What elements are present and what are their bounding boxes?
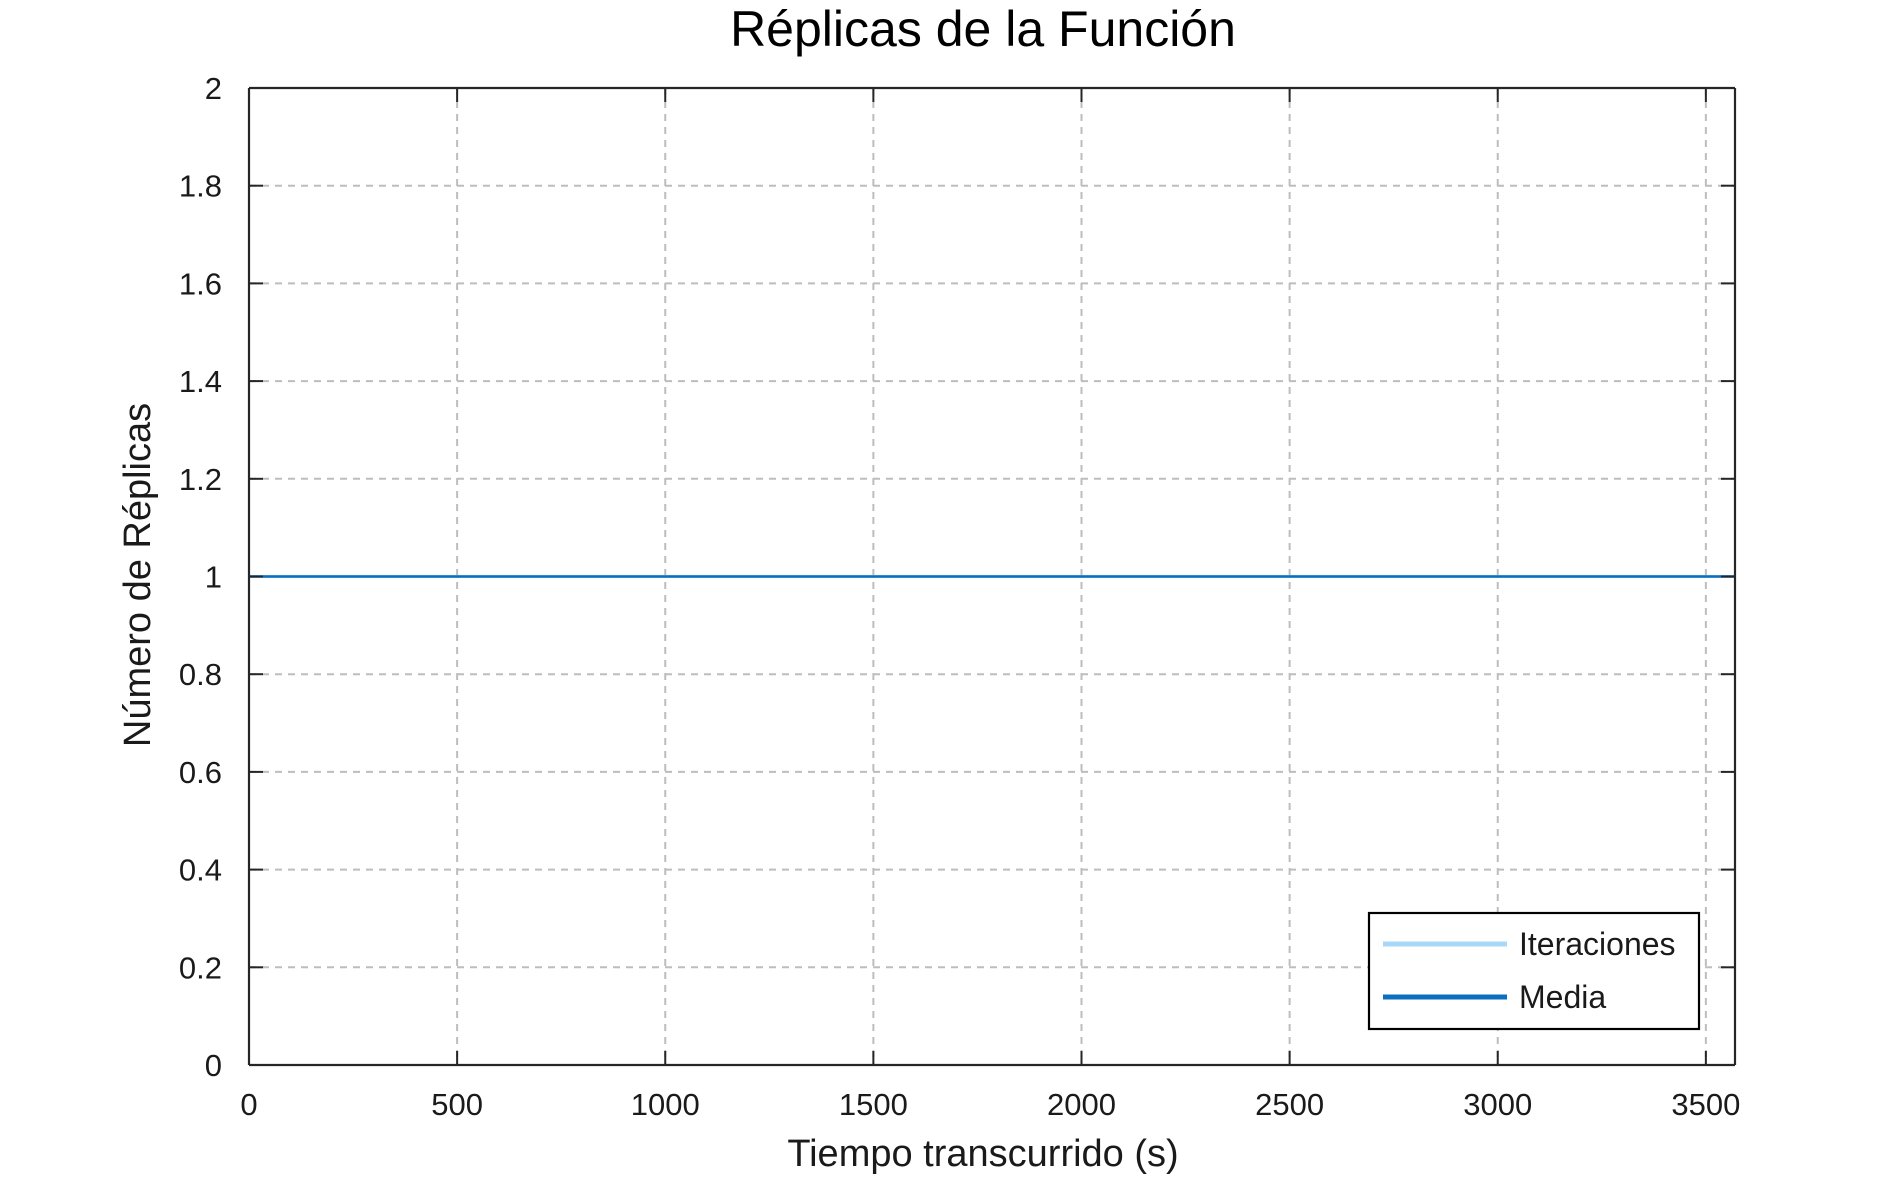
y-tick-label: 0.2 [179, 950, 222, 985]
y-tick-label: 0 [205, 1048, 222, 1083]
legend: Iteraciones Media [1367, 911, 1701, 1031]
x-tick-label: 2500 [1255, 1087, 1324, 1122]
legend-label: Iteraciones [1519, 926, 1676, 962]
axes [247, 86, 1737, 1067]
y-tick-label: 0.8 [179, 657, 222, 692]
y-tick-label: 0.6 [179, 755, 222, 790]
y-tick-label: 1.8 [179, 169, 222, 204]
grid [249, 88, 1735, 1065]
chart-title: Réplicas de la Función [730, 1, 1236, 57]
x-tick-label: 500 [431, 1087, 483, 1122]
x-tick-label: 1500 [839, 1087, 908, 1122]
y-tick-label: 2 [205, 71, 222, 106]
y-tick-label: 1.6 [179, 266, 222, 301]
x-tick-label: 0 [240, 1087, 257, 1122]
x-tick-label: 2000 [1047, 1087, 1116, 1122]
y-tick-label: 1.2 [179, 462, 222, 497]
y-axis-label: Número de Réplicas [117, 403, 159, 747]
x-tick-label: 1000 [631, 1087, 700, 1122]
x-tick-label: 3500 [1671, 1087, 1740, 1122]
legend-box [1367, 911, 1701, 1031]
y-tick-label: 1.4 [179, 364, 222, 399]
legend-label: Media [1519, 979, 1606, 1015]
x-axis-label: Tiempo transcurrido (s) [787, 1133, 1178, 1175]
x-tick-label: 3000 [1463, 1087, 1532, 1122]
y-tick-label: 1 [205, 560, 222, 595]
y-tick-label: 0.4 [179, 853, 222, 888]
tick-labels: 0 500 1000 1500 2000 2500 3000 3500 0 0.2 0.4 0.6 0.… [179, 71, 1740, 1122]
